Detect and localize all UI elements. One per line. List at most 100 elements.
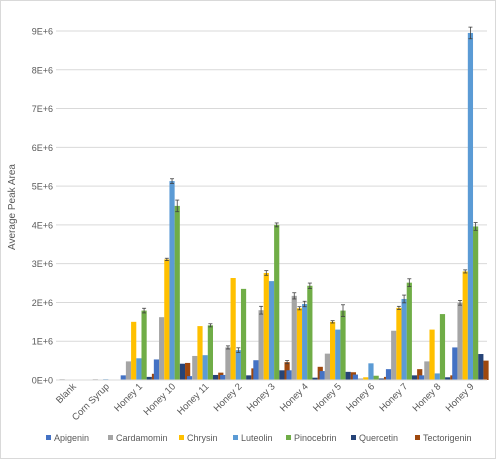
bar bbox=[192, 355, 198, 380]
bar bbox=[429, 329, 435, 380]
x-tick-label: Honey 2 bbox=[212, 381, 245, 414]
y-tick-label: 8E+6 bbox=[32, 65, 53, 75]
bar bbox=[467, 32, 474, 380]
x-tick-label: Honey 1 bbox=[112, 381, 145, 414]
x-tick-label: Honey 11 bbox=[175, 381, 211, 417]
bar bbox=[352, 374, 358, 380]
bar bbox=[131, 321, 137, 380]
bar bbox=[286, 370, 292, 380]
y-tick-label: 5E+6 bbox=[32, 182, 53, 192]
bar bbox=[439, 314, 446, 380]
gridlines bbox=[56, 30, 487, 342]
bar bbox=[146, 376, 152, 380]
x-tick-label: Honey 9 bbox=[444, 381, 477, 414]
bar bbox=[202, 355, 208, 380]
bar bbox=[406, 282, 412, 380]
bar bbox=[462, 271, 468, 380]
bar bbox=[385, 369, 392, 380]
bar bbox=[319, 371, 325, 380]
bar bbox=[220, 374, 226, 380]
legend-label: Tectorigenin bbox=[423, 433, 472, 443]
legend-label: Apigenin bbox=[54, 433, 89, 443]
bar bbox=[174, 205, 180, 380]
bar bbox=[312, 377, 318, 380]
bar bbox=[225, 347, 231, 380]
bar bbox=[307, 285, 313, 380]
legend-label: Cardamomin bbox=[116, 433, 168, 443]
bar bbox=[363, 377, 369, 380]
legend-swatch bbox=[233, 435, 238, 440]
bar bbox=[169, 181, 175, 380]
bar bbox=[197, 326, 203, 380]
y-tick-label: 4E+6 bbox=[32, 220, 53, 230]
bar bbox=[368, 363, 374, 380]
y-tick-label: 9E+6 bbox=[32, 27, 53, 37]
legend-label: Luteolin bbox=[241, 433, 273, 443]
x-tick-label: Honey 6 bbox=[344, 381, 377, 414]
bar bbox=[240, 288, 247, 380]
bar bbox=[373, 375, 379, 380]
legend-swatch bbox=[179, 435, 184, 440]
bar bbox=[434, 373, 440, 380]
bar bbox=[136, 358, 142, 380]
bar bbox=[411, 375, 418, 380]
bar bbox=[120, 375, 126, 380]
bar bbox=[159, 317, 165, 380]
bar bbox=[401, 298, 407, 380]
bar bbox=[153, 359, 160, 380]
x-tick-label: Blank bbox=[54, 381, 79, 406]
bar bbox=[212, 374, 219, 380]
bar bbox=[207, 325, 213, 380]
bar bbox=[302, 303, 308, 380]
x-tick-label: Honey 8 bbox=[411, 381, 444, 414]
bar bbox=[268, 281, 275, 380]
bar bbox=[125, 361, 132, 380]
x-tick-label: Honey 4 bbox=[278, 381, 311, 414]
y-tick-label: 1E+6 bbox=[32, 337, 53, 347]
bar bbox=[452, 347, 458, 380]
y-tick-labels: 0E+0 1E+6 2E+6 3E+6 4E+6 5E+6 6E+6 7E+6 8E+6 9E+6 bbox=[32, 27, 53, 386]
legend-swatch bbox=[46, 435, 51, 440]
bar bbox=[164, 259, 170, 380]
bar bbox=[253, 360, 259, 380]
bar bbox=[483, 360, 489, 380]
bar bbox=[263, 272, 269, 380]
legend-label: Quercetin bbox=[359, 433, 398, 443]
bar bbox=[296, 308, 303, 380]
bar bbox=[335, 329, 341, 380]
legend-label: Pinocebrin bbox=[294, 433, 337, 443]
bar bbox=[274, 224, 280, 380]
bar bbox=[258, 310, 264, 380]
legend-swatch bbox=[351, 435, 356, 440]
bar bbox=[424, 361, 430, 380]
legend-label: Chrysin bbox=[187, 433, 218, 443]
bar bbox=[417, 369, 423, 380]
bar bbox=[235, 350, 241, 380]
legend-swatch bbox=[286, 435, 291, 440]
bar bbox=[340, 310, 346, 380]
bar bbox=[324, 353, 331, 380]
legend-swatch bbox=[415, 435, 420, 440]
bar bbox=[478, 354, 484, 380]
y-tick-label: 7E+6 bbox=[32, 104, 53, 114]
bar bbox=[279, 370, 285, 380]
bar bbox=[357, 378, 364, 380]
bar bbox=[457, 302, 463, 380]
y-tick-label: 3E+6 bbox=[32, 259, 53, 269]
bar bbox=[445, 377, 451, 380]
x-tick-label: Honey 5 bbox=[311, 381, 344, 414]
bar bbox=[345, 371, 351, 380]
x-tick-label: Honey 10 bbox=[142, 381, 179, 418]
y-tick-label: 2E+6 bbox=[32, 298, 53, 308]
bar bbox=[378, 378, 384, 380]
y-tick-label: 0E+0 bbox=[32, 376, 53, 386]
bar bbox=[473, 226, 479, 380]
bar bbox=[246, 375, 252, 380]
bar bbox=[230, 278, 236, 380]
y-axis-label: Average Peak Area bbox=[7, 164, 18, 250]
x-tick-label: Honey 7 bbox=[377, 381, 410, 414]
bar bbox=[185, 362, 191, 380]
